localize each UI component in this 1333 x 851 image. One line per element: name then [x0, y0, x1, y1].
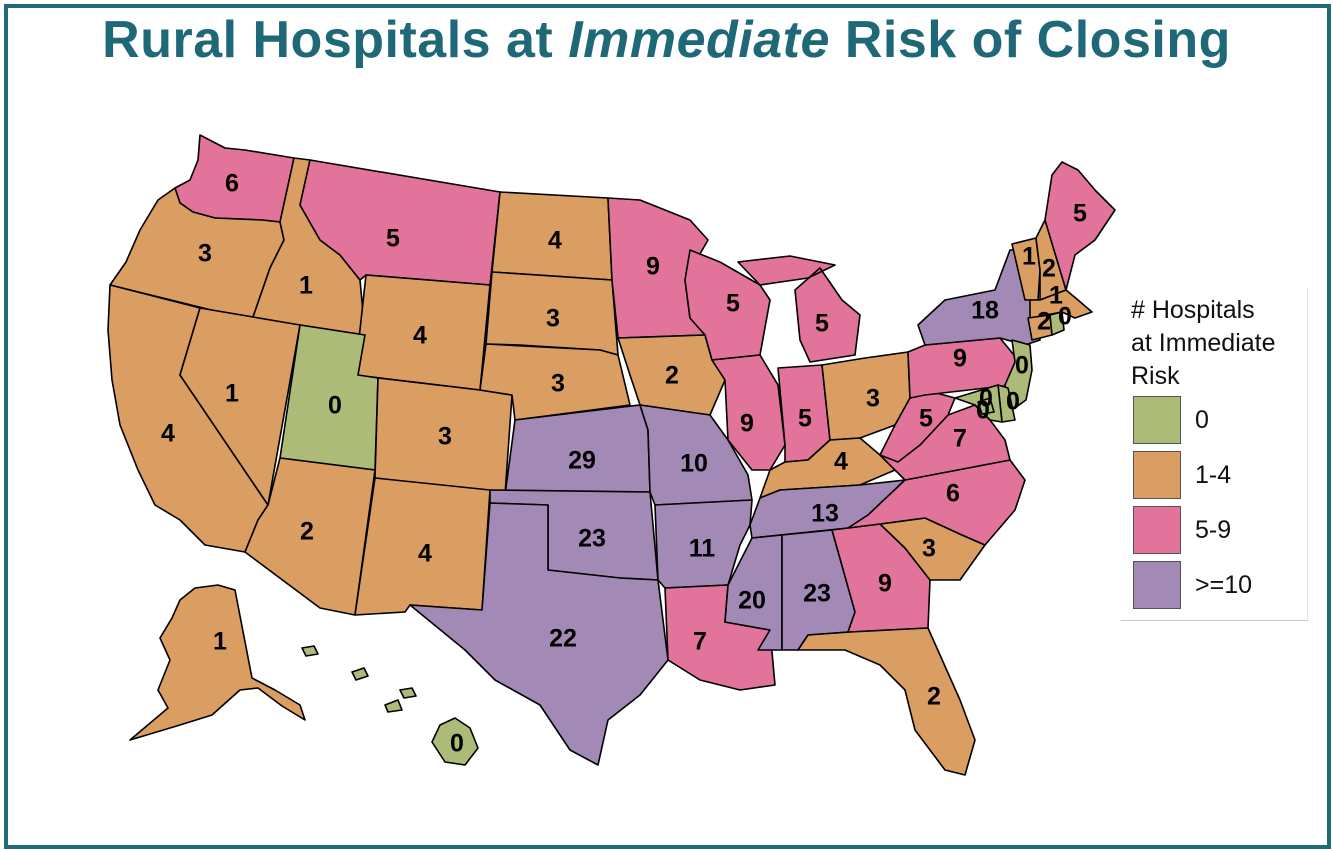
state-ar[interactable]	[654, 499, 753, 589]
label-ri: 0	[1058, 303, 1072, 331]
label-ct: 2	[1037, 308, 1051, 336]
label-tn: 13	[811, 500, 839, 528]
label-ia: 2	[665, 362, 679, 390]
state-ak[interactable]	[129, 584, 306, 741]
label-nc: 6	[946, 480, 960, 508]
label-ok: 23	[578, 525, 606, 553]
label-va: 7	[953, 425, 967, 453]
state-vt[interactable]	[1011, 237, 1041, 301]
label-hi: 0	[450, 730, 464, 758]
map-title: Rural Hospitals at Immediate Risk of Clo…	[0, 10, 1333, 70]
state-dc[interactable]	[977, 397, 995, 415]
legend-label-high: >=10	[1195, 571, 1253, 599]
label-sc: 3	[922, 535, 936, 563]
label-ny: 18	[971, 297, 999, 325]
label-wi: 5	[726, 290, 740, 318]
state-fl[interactable]	[797, 627, 976, 776]
label-ca: 4	[161, 420, 175, 448]
label-nm: 4	[418, 540, 432, 568]
state-tx[interactable]	[409, 502, 669, 766]
title-emphasis: Immediate	[568, 11, 830, 69]
label-id: 1	[299, 272, 313, 300]
state-hi[interactable]	[301, 645, 479, 766]
label-mt: 5	[386, 225, 400, 253]
label-al: 23	[803, 580, 831, 608]
legend-title: # Hospitals at Immediate Risk	[1131, 294, 1276, 393]
legend-item-mid: 5-9	[1133, 506, 1303, 558]
label-de: 0	[1006, 388, 1020, 416]
label-dc: 0	[976, 397, 990, 425]
label-or: 3	[198, 240, 212, 268]
label-ma: 1	[1049, 282, 1063, 310]
label-wv: 5	[919, 405, 933, 433]
label-il: 9	[740, 410, 754, 438]
legend-swatch-mid	[1133, 506, 1181, 554]
legend: # Hospitals at Immediate Risk 0 1-4 5-9 …	[1121, 288, 1308, 621]
label-mn: 9	[646, 253, 660, 281]
outer-frame	[4, 4, 1331, 849]
label-ga: 9	[878, 570, 892, 598]
state-nj[interactable]	[1004, 339, 1033, 411]
label-nv: 1	[225, 380, 239, 408]
label-ks: 29	[568, 447, 596, 475]
label-ak: 1	[213, 628, 227, 656]
label-ar: 11	[689, 535, 716, 563]
legend-label-low: 1-4	[1195, 461, 1232, 489]
label-ut: 0	[328, 392, 342, 420]
label-sd: 3	[546, 305, 560, 333]
label-me: 5	[1073, 200, 1087, 228]
label-pa: 9	[953, 345, 967, 373]
legend-label-mid: 5-9	[1195, 516, 1232, 544]
label-ky: 4	[834, 448, 848, 476]
label-mi: 5	[815, 310, 829, 338]
legend-label-zero: 0	[1195, 406, 1209, 434]
legend-title-line-1: # Hospitals	[1131, 296, 1255, 324]
label-nh: 2	[1042, 255, 1056, 283]
legend-swatch-low	[1133, 451, 1181, 499]
state-co[interactable]	[374, 377, 513, 496]
label-ne: 3	[551, 370, 565, 398]
state-labels: 6 3 4 1 1 5 4 0 2 3 4 4 3 3 29 23 22 9 2…	[161, 170, 1087, 758]
legend-swatch-high	[1133, 561, 1181, 609]
state-az[interactable]	[244, 457, 376, 616]
legend-title-line-2: at Immediate	[1131, 329, 1276, 357]
legend-swatch-zero	[1133, 396, 1181, 444]
legend-item-high: >=10	[1133, 561, 1303, 613]
label-nj: 0	[1015, 352, 1029, 380]
state-mi[interactable]	[737, 255, 861, 363]
label-wy: 4	[413, 322, 427, 350]
label-wa: 6	[225, 170, 239, 198]
title-part-1: Rural Hospitals at	[102, 11, 569, 69]
label-in: 5	[798, 405, 812, 433]
state-ri[interactable]	[1049, 311, 1065, 336]
label-co: 3	[438, 423, 452, 451]
label-tx: 22	[549, 625, 577, 653]
state-me[interactable]	[1044, 161, 1116, 291]
label-az: 2	[300, 518, 314, 546]
label-nd: 4	[548, 227, 562, 255]
legend-title-line-3: Risk	[1131, 362, 1180, 390]
label-vt: 1	[1022, 243, 1036, 271]
label-ms: 20	[738, 587, 766, 615]
legend-item-zero: 0	[1133, 396, 1303, 448]
legend-item-low: 1-4	[1133, 451, 1303, 503]
label-la: 7	[693, 628, 707, 656]
label-md: 0	[979, 385, 993, 413]
label-mo: 10	[680, 450, 708, 478]
label-oh: 3	[866, 385, 880, 413]
label-fl: 2	[927, 683, 941, 711]
title-part-2: Risk of Closing	[829, 11, 1231, 69]
